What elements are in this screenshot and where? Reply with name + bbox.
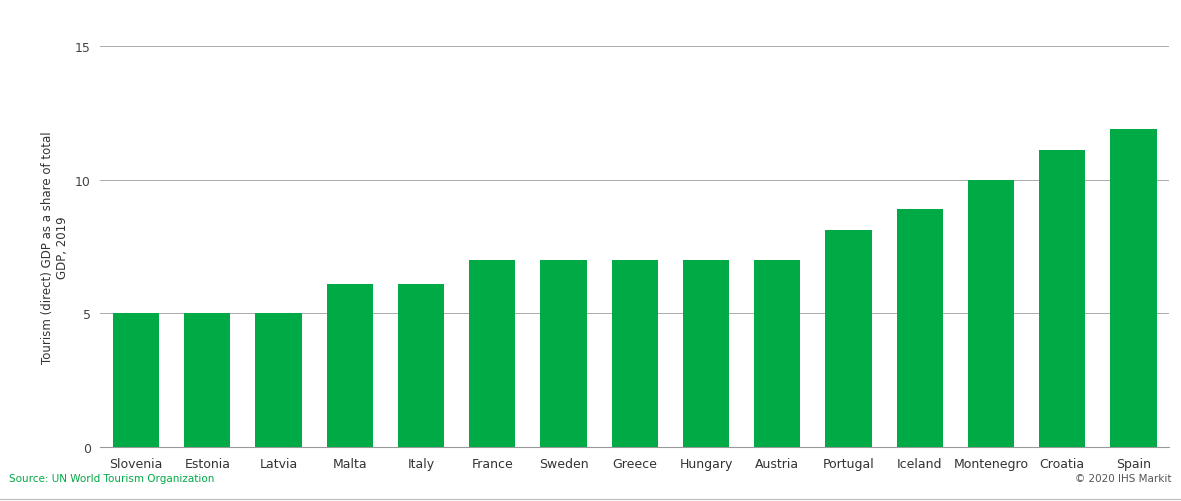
Text: Source: UN World Tourism Organization: Source: UN World Tourism Organization <box>9 472 215 482</box>
Bar <box>541 261 587 447</box>
Bar <box>255 314 301 447</box>
Bar <box>184 314 230 447</box>
Text: © 2020 IHS Markit: © 2020 IHS Markit <box>1075 472 1172 482</box>
Bar <box>1110 129 1156 447</box>
Bar <box>327 285 373 447</box>
Text: South/Mediterranean countries among the most heavily dependent upon tourism: South/Mediterranean countries among the … <box>9 16 746 31</box>
Bar <box>826 231 872 447</box>
Bar <box>968 180 1014 447</box>
Bar <box>612 261 658 447</box>
Bar <box>469 261 515 447</box>
Bar <box>683 261 729 447</box>
Bar <box>896 209 942 447</box>
Y-axis label: Tourism (direct) GDP as a share of total
GDP, 2019: Tourism (direct) GDP as a share of total… <box>41 131 70 363</box>
Bar <box>755 261 801 447</box>
Bar <box>1039 151 1085 447</box>
Bar <box>113 314 159 447</box>
Bar <box>398 285 444 447</box>
